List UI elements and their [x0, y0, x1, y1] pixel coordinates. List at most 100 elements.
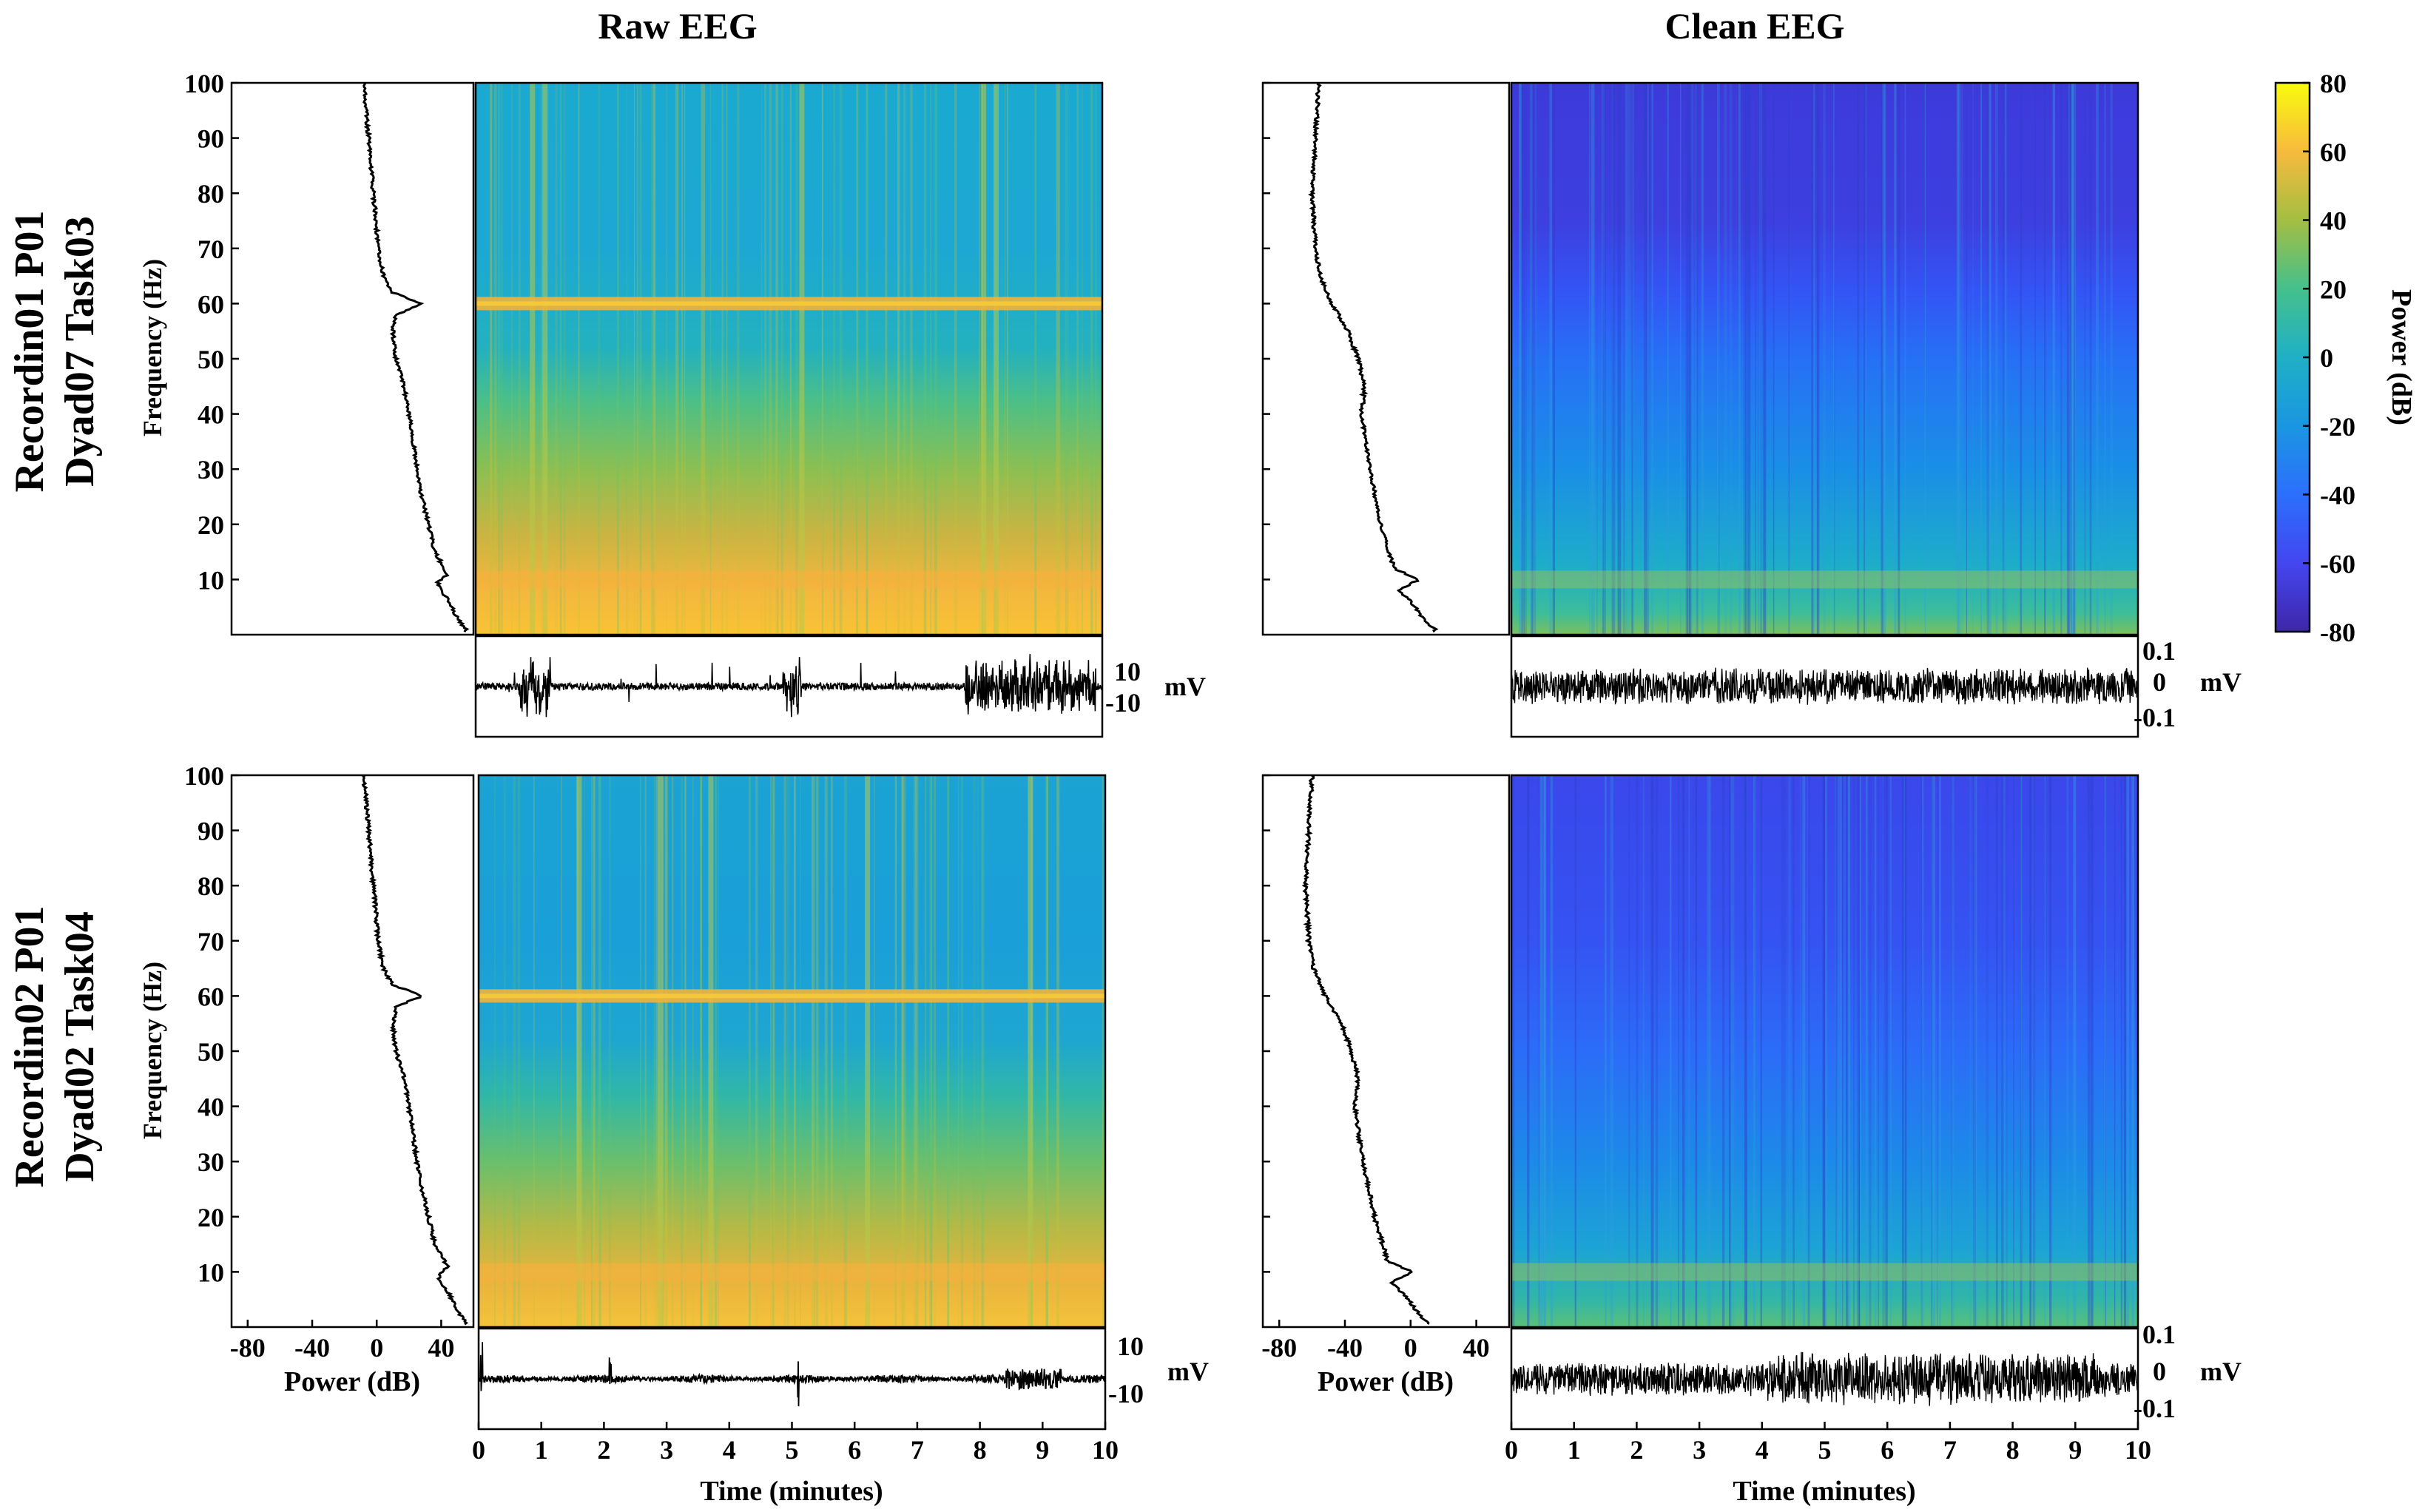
spectrogram-streak	[1881, 83, 1883, 635]
spectrogram-streak	[901, 775, 904, 1327]
colorbar-tick-label: 40	[2320, 206, 2347, 236]
frequency-tick-label: 70	[198, 234, 224, 264]
spectrogram-streak	[2020, 775, 2022, 1327]
eeg-trace-clean-row1	[1511, 667, 2139, 705]
spectrogram-streak	[1995, 83, 1998, 635]
spectrogram-streak	[856, 83, 858, 635]
spectrogram-streak	[813, 775, 816, 1327]
spectrogram-streak	[2044, 83, 2046, 635]
frequency-tick-label: 50	[198, 1037, 224, 1067]
frequency-tick-label: 60	[198, 982, 224, 1011]
spectrogram-streak	[1738, 83, 1741, 635]
spectrogram-streak	[664, 775, 668, 1327]
spectrogram-streak	[1729, 83, 1733, 635]
spectrogram-artifact-column	[576, 775, 582, 1327]
spectrogram-streak	[650, 83, 654, 635]
spectrogram-streak	[794, 775, 796, 1327]
spectrogram-streak	[924, 775, 927, 1327]
spectrogram-streak	[947, 775, 949, 1327]
signal-tick-raw-row2-neg: -10	[1108, 1379, 1144, 1408]
frequency-axis-label-row1: Frequency (Hz)	[138, 259, 167, 436]
spectrogram-streak	[1835, 775, 1837, 1327]
spectrogram-streak	[1760, 83, 1763, 635]
spectrogram-streak	[2029, 775, 2032, 1327]
spectrogram-streak	[1696, 83, 1699, 635]
spectrogram-streak	[1636, 775, 1639, 1327]
spectrogram-streak	[517, 775, 521, 1327]
frequency-axis-label-row2: Frequency (Hz)	[138, 962, 167, 1139]
spectrogram-streak	[2003, 775, 2006, 1327]
spectrogram-streak	[1904, 83, 1906, 635]
spectrogram-streak	[1647, 83, 1650, 635]
colorbar-tick-label: -40	[2320, 481, 2355, 510]
alpha-band	[476, 570, 1102, 589]
time-tick-label: 3	[1693, 1435, 1706, 1465]
spectrogram-streak	[1858, 775, 1860, 1327]
spectrogram-streak	[503, 775, 506, 1327]
spectrogram-streak	[2105, 775, 2106, 1327]
power-ticks-clean-row2: -80 -40 0 40	[1261, 1320, 1490, 1363]
spectrogram-streak	[1747, 83, 1750, 635]
colorbar-tick-label: 80	[2320, 69, 2347, 98]
spectrogram-streak	[780, 83, 783, 635]
spectrogram-streak	[1853, 775, 1855, 1327]
spectrogram-streak	[1763, 83, 1767, 635]
spectrogram-streak	[1898, 83, 1900, 635]
power-tick-label: -40	[294, 1333, 330, 1363]
spectrogram-streak	[1744, 775, 1747, 1327]
spectrogram-artifact-column	[799, 83, 805, 635]
frequency-tick-label: 20	[198, 510, 224, 540]
spectrogram-streak	[903, 775, 906, 1327]
spectrogram-streak	[1058, 83, 1060, 635]
power-axis-label-clean: Power (dB)	[1318, 1366, 1454, 1397]
spectrogram-streak	[737, 83, 740, 635]
spectrogram-streak	[1755, 83, 1756, 635]
frequency-tick-label: 80	[198, 179, 224, 209]
spectrogram-streak	[929, 775, 933, 1327]
spectrogram-streak	[930, 775, 932, 1327]
spectrogram-streak	[1889, 775, 1892, 1327]
spectrogram-streak	[1724, 83, 1727, 635]
colorbar-tick-label: -60	[2320, 549, 2355, 578]
spectrogram-streak	[1969, 775, 1972, 1327]
spectrogram-streak	[1753, 775, 1755, 1327]
spectrogram-streak	[1840, 775, 1842, 1327]
spectrogram-streak	[885, 83, 888, 635]
spectrogram-streak	[901, 775, 903, 1327]
column-title-raw: Raw EEG	[598, 5, 757, 47]
spectrogram-frame-clean-row2	[1510, 774, 2139, 1329]
spectrogram-streak	[1865, 83, 1867, 635]
psd-curve-raw-row2	[361, 774, 468, 1326]
spectrogram-streak	[1527, 775, 1530, 1327]
signal-unit-clean-row2: mV	[2200, 1357, 2242, 1386]
spectrogram-streak	[1643, 775, 1645, 1327]
spectrogram-streak	[675, 83, 679, 635]
signal-tick-clean-row2-zero: 0	[2153, 1357, 2166, 1386]
spectrogram-streak	[1866, 775, 1868, 1327]
power-ticks-raw-row2: -80 -40 0 40	[230, 1320, 454, 1363]
spectrogram-streak	[1882, 775, 1886, 1327]
time-tick-label: 7	[1943, 1435, 1957, 1465]
power-axis-label-raw: Power (dB)	[284, 1366, 420, 1397]
spectrogram-streak	[1788, 83, 1790, 635]
spectrogram-streak	[1687, 83, 1689, 635]
frequency-tick-label: 90	[198, 124, 224, 154]
time-tick-label: 5	[786, 1435, 799, 1465]
power-tick-label: -40	[1327, 1333, 1363, 1363]
spectrogram-streak	[1696, 775, 1698, 1327]
spectrogram-streak	[1974, 775, 1977, 1327]
colorbar-tick-label: -20	[2320, 412, 2355, 442]
spectrogram-streak	[1623, 83, 1625, 635]
spectrogram-streak	[1045, 775, 1048, 1327]
spectrogram-streak	[1682, 775, 1685, 1327]
spectrogram-streak	[894, 775, 896, 1327]
spectrogram-streak	[1520, 83, 1522, 635]
spectrogram-streak	[1745, 83, 1748, 635]
spectrogram-streak	[1807, 775, 1810, 1327]
spectro-streaks-raw-row1	[476, 83, 1102, 635]
spectrogram-streak	[795, 83, 798, 635]
spectrogram-streak	[1709, 775, 1711, 1327]
spectrogram-streak	[511, 83, 513, 635]
spectrogram-streak	[981, 775, 985, 1327]
spectrogram-streak	[1651, 83, 1653, 635]
